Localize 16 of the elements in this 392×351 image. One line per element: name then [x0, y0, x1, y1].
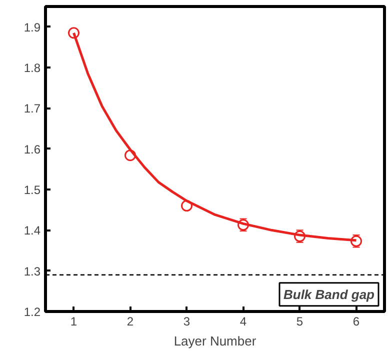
x-tick-label: 5 — [296, 314, 304, 328]
x-tick-label: 1 — [70, 314, 78, 328]
x-tick-label: 2 — [126, 314, 134, 328]
x-tick-label: 6 — [352, 314, 360, 328]
y-tick-label: 1.3 — [24, 264, 41, 278]
ref-line-label: Bulk Band gap — [283, 286, 375, 302]
y-tick-label: 1.7 — [24, 102, 41, 116]
x-axis-title: Layer Number — [174, 334, 257, 348]
y-tick-label: 1.9 — [24, 20, 41, 34]
y-tick-label: 1.8 — [24, 61, 41, 75]
y-tick-label: 1.5 — [24, 183, 41, 197]
x-tick-label: 3 — [183, 314, 190, 328]
x-tick-label: 4 — [240, 314, 247, 328]
y-tick-label: 1.6 — [24, 142, 41, 156]
y-tick-label: 1.2 — [24, 305, 41, 319]
y-tick-label: 1.4 — [24, 224, 41, 238]
